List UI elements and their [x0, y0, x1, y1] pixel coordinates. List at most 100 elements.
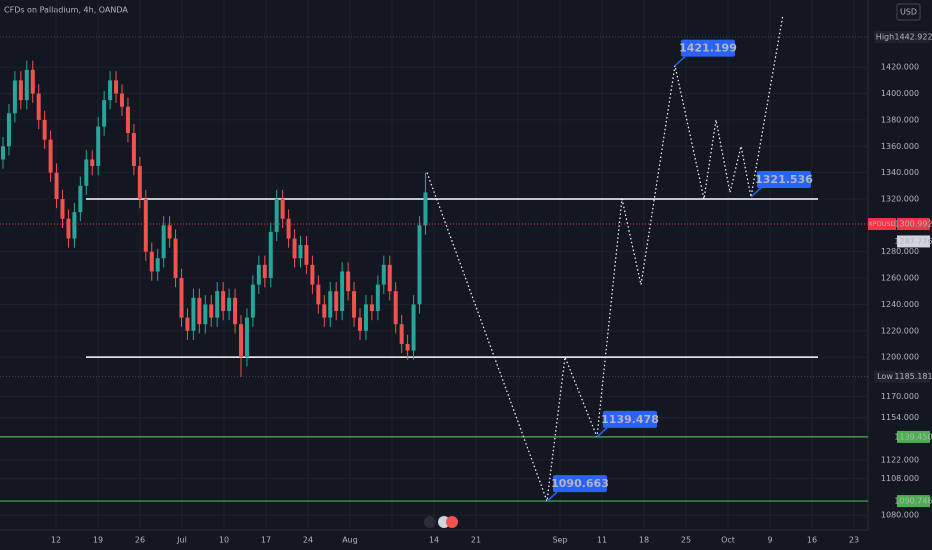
candle-body — [72, 212, 77, 239]
candle-body — [346, 271, 351, 292]
price-name: XPDUSD — [868, 220, 895, 228]
candle-body — [125, 106, 130, 134]
icon[interactable] — [424, 516, 436, 528]
candle-body — [155, 258, 160, 272]
candle-body — [411, 304, 416, 351]
candle-body — [6, 113, 11, 147]
x-tick-label: 24 — [303, 536, 313, 545]
candle-body — [102, 100, 107, 127]
x-tick-label: Oct — [721, 536, 735, 545]
callout-tail — [674, 56, 686, 67]
y-tick-label: 1220.000 — [881, 326, 919, 335]
callout-tail — [546, 491, 558, 502]
level-label: 1139.450 — [894, 432, 932, 441]
callout-label: 1321.536 — [755, 173, 813, 186]
candle-body — [12, 80, 17, 114]
candle-body — [375, 284, 380, 311]
y-tick-label: 1320.000 — [881, 194, 919, 203]
price-value-box — [897, 218, 930, 231]
x-tick-label: 26 — [135, 536, 145, 545]
y-tick-label: 1200.000 — [881, 353, 919, 362]
candle-body — [120, 93, 124, 107]
currency-box[interactable] — [896, 3, 921, 21]
y-tick-label: 1080.000 — [881, 511, 919, 520]
y-tick-label: 1154.000 — [881, 413, 919, 422]
candle-body — [143, 198, 148, 252]
callout-tail — [750, 187, 762, 198]
x-tick-label: 23 — [849, 536, 859, 545]
candle-body — [262, 264, 267, 279]
candle-body — [60, 198, 65, 219]
y-tick-label: 1360.000 — [881, 142, 919, 151]
y-tick-label: 1400.000 — [881, 89, 919, 98]
x-tick-label: 11 — [597, 536, 607, 545]
candle-body — [78, 185, 83, 213]
callout-label: 1421.199 — [679, 42, 737, 55]
callout-label: 1090.663 — [551, 477, 609, 490]
x-tick-label: 17 — [261, 536, 271, 545]
icon[interactable] — [446, 516, 458, 528]
level-box — [897, 495, 930, 508]
marker-value-box — [897, 30, 930, 43]
candle-body — [221, 291, 226, 311]
candle-body — [36, 93, 41, 120]
candle-body — [286, 218, 291, 239]
candle-body — [90, 159, 95, 167]
y-tick-label: 1260.000 — [881, 274, 919, 283]
candle-body — [54, 172, 59, 199]
x-tick-label: 19 — [93, 536, 103, 545]
candle-body — [179, 278, 184, 318]
candle-body — [215, 291, 220, 318]
candle-body — [250, 284, 255, 318]
y-tick-label: 1240.000 — [881, 300, 919, 309]
candle-body — [244, 317, 249, 358]
candle-body — [96, 126, 101, 167]
candle-body — [131, 133, 136, 167]
x-tick-label: 12 — [51, 536, 61, 545]
candle-body — [114, 80, 119, 94]
candle-body — [369, 304, 374, 311]
marker-name-box — [874, 370, 896, 383]
candle-body — [84, 159, 89, 186]
candle-body — [149, 251, 154, 272]
candle-body — [322, 304, 327, 318]
candle-body — [292, 238, 297, 259]
callout-box — [681, 39, 735, 57]
candle-body — [334, 291, 339, 311]
y-tick-label: 1280.000 — [881, 247, 919, 256]
candle-body — [209, 304, 214, 318]
candle-body — [298, 245, 303, 259]
level-label: 1090.746 — [894, 497, 932, 506]
candle-body — [137, 166, 142, 199]
candle-body — [423, 192, 428, 226]
candle-body — [328, 291, 333, 318]
marker-name: Low — [877, 372, 893, 381]
candle-body — [108, 80, 113, 101]
callout-label: 1139.478 — [601, 413, 659, 426]
candle-body — [48, 139, 53, 173]
price-value: 1300.992 — [894, 220, 932, 229]
candle-body — [387, 264, 392, 292]
marker-name: High — [876, 32, 894, 41]
x-tick-label: 10 — [219, 536, 229, 545]
candle-body — [173, 238, 178, 279]
candle-body — [66, 218, 71, 239]
x-tick-label: 25 — [681, 536, 691, 545]
currency[interactable]: USD — [900, 8, 917, 17]
prev-price-value: 1287.776 — [894, 237, 932, 246]
callout-tail — [596, 427, 608, 438]
candle-body — [227, 297, 232, 311]
chart-title: CFDs on Palladium, 4h, OANDA — [4, 6, 128, 15]
y-tick-label: 1122.000 — [881, 455, 919, 464]
candle-body — [233, 297, 238, 325]
marker-value: 1185.181 — [894, 372, 932, 381]
level-box — [897, 430, 930, 443]
marker-name-box — [874, 30, 896, 43]
candle-body — [363, 304, 368, 331]
candle-body — [42, 119, 47, 140]
y-tick-label: 1380.000 — [881, 115, 919, 124]
candle-body — [399, 324, 404, 344]
x-tick-label: 14 — [429, 536, 439, 545]
